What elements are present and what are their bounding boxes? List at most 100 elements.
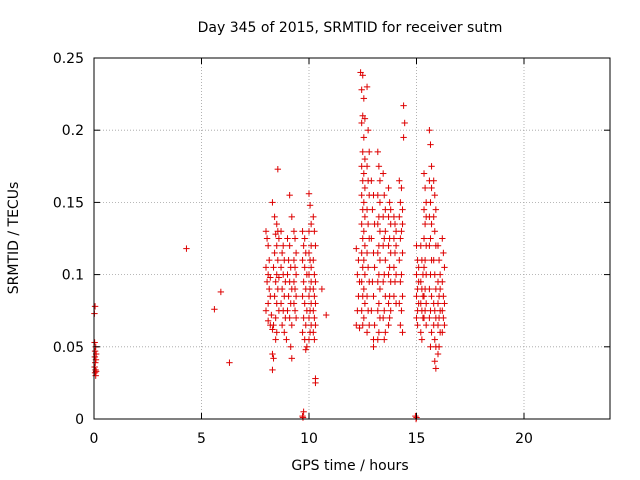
data-point — [434, 242, 442, 249]
data-point — [421, 307, 429, 314]
x-tick-label: 15 — [408, 431, 426, 447]
data-points — [91, 69, 448, 423]
data-point — [387, 307, 394, 314]
data-point — [267, 274, 274, 281]
data-point — [280, 242, 287, 249]
data-point — [420, 206, 428, 213]
data-point — [284, 307, 291, 314]
data-point — [286, 242, 293, 249]
data-point — [286, 191, 293, 199]
data-point — [376, 228, 384, 235]
data-point — [273, 329, 280, 336]
data-point — [431, 191, 438, 199]
data-point — [354, 271, 361, 278]
data-point — [284, 271, 291, 278]
data-point — [398, 307, 405, 314]
data-point — [262, 228, 270, 235]
data-point — [379, 242, 387, 249]
data-point — [412, 412, 419, 420]
data-point — [390, 213, 398, 221]
data-point — [359, 177, 366, 184]
data-point — [272, 230, 279, 238]
data-point — [288, 213, 295, 221]
data-point — [360, 95, 368, 102]
data-point — [392, 228, 400, 235]
data-point — [306, 202, 314, 209]
data-point — [311, 228, 318, 235]
data-point — [300, 278, 307, 286]
data-point — [364, 264, 372, 271]
x-tick-label: 5 — [197, 431, 206, 447]
chart-title: Day 345 of 2015, SRMTID for receiver sut… — [198, 20, 503, 36]
data-point — [374, 148, 381, 156]
data-point — [91, 369, 99, 376]
data-point — [374, 249, 381, 257]
data-point — [376, 177, 384, 184]
data-point — [399, 293, 406, 300]
data-point — [363, 163, 371, 170]
data-point — [360, 314, 368, 322]
data-point — [368, 177, 375, 184]
data-point — [301, 300, 308, 307]
data-point — [385, 184, 392, 192]
data-point — [364, 220, 372, 228]
data-point — [396, 177, 403, 184]
data-point — [375, 271, 383, 278]
data-point — [399, 206, 406, 213]
data-point — [436, 285, 444, 293]
data-point — [361, 213, 369, 221]
data-point — [312, 242, 319, 249]
data-point — [376, 199, 384, 206]
data-point — [360, 134, 368, 141]
data-point — [390, 264, 398, 271]
data-point — [299, 329, 306, 336]
data-point — [439, 329, 446, 336]
plot-frame — [93, 57, 611, 420]
data-point — [270, 321, 277, 329]
data-point — [420, 170, 428, 177]
data-point — [441, 264, 448, 271]
data-point — [281, 329, 288, 336]
data-point — [323, 311, 330, 319]
data-point — [364, 127, 372, 134]
data-point — [361, 155, 369, 163]
data-point — [363, 293, 371, 300]
data-point — [360, 228, 368, 235]
data-point — [272, 278, 279, 286]
data-point — [415, 264, 422, 271]
data-point — [292, 271, 300, 278]
data-point — [271, 213, 278, 221]
data-point — [310, 285, 317, 293]
data-point — [440, 314, 447, 322]
data-point — [376, 256, 384, 264]
data-point — [427, 199, 434, 206]
data-point — [368, 235, 375, 242]
data-point — [398, 184, 405, 192]
y-tick-labels: 0 0.05 0.1 0.15 0.2 0.25 — [53, 51, 84, 428]
data-point — [264, 317, 272, 325]
data-point — [363, 83, 371, 91]
data-point — [274, 256, 282, 264]
data-point — [421, 184, 429, 192]
data-point — [305, 293, 313, 300]
data-point — [91, 347, 99, 355]
data-point — [270, 264, 277, 271]
data-point — [273, 220, 280, 228]
data-point — [302, 321, 309, 329]
y-tick-label: 0 — [75, 412, 84, 428]
data-point — [312, 321, 319, 329]
data-point — [441, 321, 448, 329]
data-point — [427, 141, 434, 148]
data-point — [382, 256, 389, 264]
data-point — [417, 329, 424, 336]
data-point — [440, 249, 447, 257]
data-point — [366, 321, 373, 329]
y-tick-label: 0.15 — [53, 195, 84, 211]
data-point — [396, 256, 403, 264]
data-point — [358, 191, 365, 199]
data-point — [356, 324, 363, 332]
data-point — [268, 311, 275, 319]
data-point — [285, 256, 292, 264]
data-point — [385, 271, 392, 278]
